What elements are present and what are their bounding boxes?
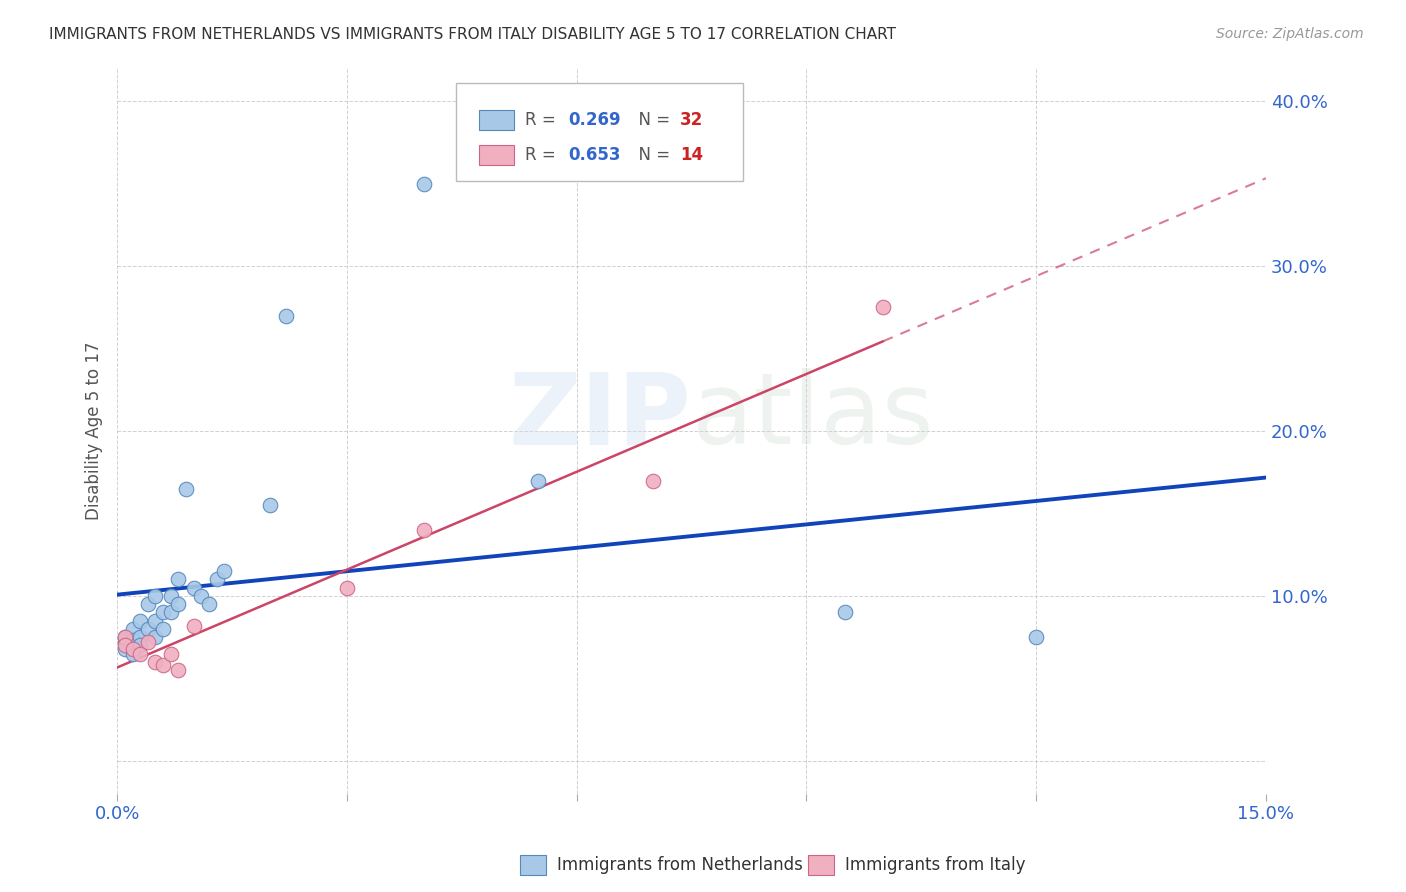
Point: [1025, 630, 1047, 644]
Y-axis label: Disability Age 5 to 17: Disability Age 5 to 17: [86, 342, 103, 520]
Point: [190, 589, 212, 603]
Point: [136, 635, 159, 649]
Text: Immigrants from Netherlands: Immigrants from Netherlands: [557, 856, 803, 874]
Point: [412, 523, 434, 537]
Point: [114, 630, 136, 644]
Text: N =: N =: [628, 145, 676, 164]
FancyBboxPatch shape: [456, 83, 744, 181]
Text: N =: N =: [628, 111, 676, 129]
Point: [114, 638, 136, 652]
Point: [145, 614, 167, 628]
Point: [136, 622, 159, 636]
Point: [336, 581, 359, 595]
Text: 0.269: 0.269: [568, 111, 621, 129]
Point: [174, 482, 197, 496]
Point: [412, 177, 434, 191]
Point: [167, 597, 190, 611]
Point: [121, 641, 143, 656]
Text: 32: 32: [681, 111, 703, 129]
Text: Immigrants from Italy: Immigrants from Italy: [845, 856, 1025, 874]
Point: [643, 474, 665, 488]
Point: [183, 581, 205, 595]
Point: [129, 614, 152, 628]
Point: [129, 647, 152, 661]
Text: R =: R =: [524, 111, 561, 129]
Point: [274, 309, 297, 323]
Point: [159, 606, 181, 620]
Point: [136, 597, 159, 611]
Point: [834, 606, 856, 620]
Point: [145, 630, 167, 644]
Point: [872, 301, 894, 315]
Point: [198, 597, 221, 611]
Point: [121, 622, 143, 636]
Text: ZIP: ZIP: [509, 368, 692, 465]
Point: [159, 589, 181, 603]
Text: 14: 14: [681, 145, 703, 164]
Text: atlas: atlas: [692, 368, 934, 465]
Point: [527, 474, 550, 488]
Point: [167, 663, 190, 677]
Point: [121, 633, 143, 648]
Point: [129, 638, 152, 652]
Point: [183, 618, 205, 632]
Point: [145, 655, 167, 669]
Text: R =: R =: [524, 145, 561, 164]
Point: [114, 635, 136, 649]
Point: [152, 658, 174, 673]
Point: [114, 641, 136, 656]
Text: IMMIGRANTS FROM NETHERLANDS VS IMMIGRANTS FROM ITALY DISABILITY AGE 5 TO 17 CORR: IMMIGRANTS FROM NETHERLANDS VS IMMIGRANT…: [49, 27, 896, 42]
Point: [152, 606, 174, 620]
Point: [167, 573, 190, 587]
Point: [259, 498, 281, 512]
Point: [129, 630, 152, 644]
FancyBboxPatch shape: [479, 110, 513, 130]
Point: [145, 589, 167, 603]
Point: [159, 647, 181, 661]
Text: Source: ZipAtlas.com: Source: ZipAtlas.com: [1216, 27, 1364, 41]
Point: [152, 622, 174, 636]
Point: [121, 647, 143, 661]
Point: [214, 564, 236, 578]
Text: 0.653: 0.653: [568, 145, 621, 164]
FancyBboxPatch shape: [479, 145, 513, 165]
Point: [114, 630, 136, 644]
Point: [205, 573, 228, 587]
